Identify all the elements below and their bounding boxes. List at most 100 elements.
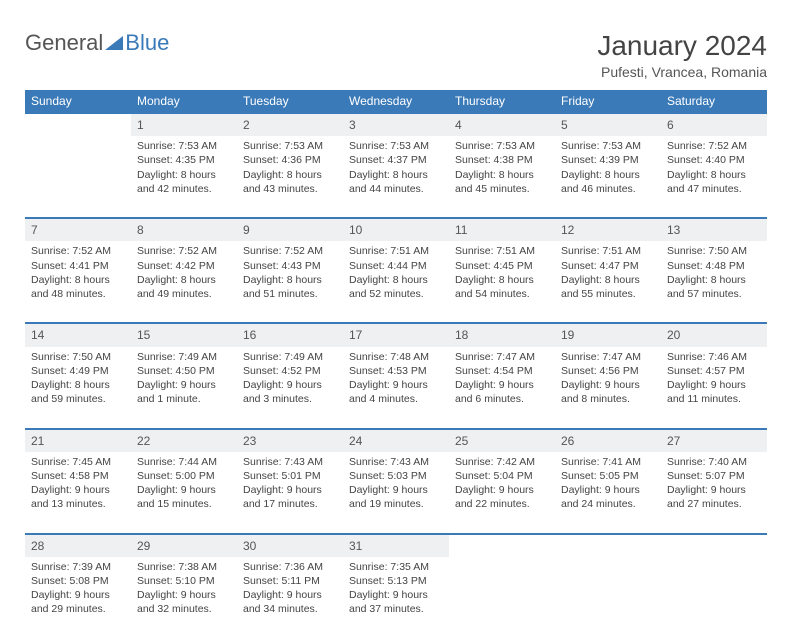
sunset-line: Sunset: 4:58 PM [31,469,125,483]
day-number: 2 [237,113,343,136]
sunrise-line: Sunrise: 7:44 AM [137,455,231,469]
daynum-row: 123456 [25,113,767,136]
content-row: Sunrise: 7:45 AMSunset: 4:58 PMDaylight:… [25,452,767,534]
day-number: 28 [25,534,131,557]
sunrise-line: Sunrise: 7:41 AM [561,455,655,469]
sunset-line: Sunset: 4:56 PM [561,364,655,378]
sunset-line: Sunset: 4:35 PM [137,153,231,167]
day-cell: Sunrise: 7:47 AMSunset: 4:56 PMDaylight:… [555,347,661,429]
day-number: 18 [449,323,555,346]
daylight-line: Daylight: 9 hours and 3 minutes. [243,378,337,406]
weekday-header: Thursday [449,90,555,113]
weekday-header: Friday [555,90,661,113]
sunset-line: Sunset: 5:07 PM [667,469,761,483]
logo-text-general: General [25,30,103,56]
day-cell: Sunrise: 7:51 AMSunset: 4:44 PMDaylight:… [343,241,449,323]
daylight-line: Daylight: 8 hours and 47 minutes. [667,168,761,196]
sunrise-line: Sunrise: 7:50 AM [31,350,125,364]
day-number: 16 [237,323,343,346]
day-cell: Sunrise: 7:53 AMSunset: 4:36 PMDaylight:… [237,136,343,218]
daylight-line: Daylight: 9 hours and 29 minutes. [31,588,125,616]
weekday-header: Saturday [661,90,767,113]
daynum-row: 14151617181920 [25,323,767,346]
day-number: 13 [661,218,767,241]
day-number [661,534,767,557]
header: General Blue January 2024 Pufesti, Vranc… [25,30,767,80]
day-number: 24 [343,429,449,452]
day-number: 14 [25,323,131,346]
day-cell: Sunrise: 7:41 AMSunset: 5:05 PMDaylight:… [555,452,661,534]
sunset-line: Sunset: 5:08 PM [31,574,125,588]
day-number: 19 [555,323,661,346]
day-number: 17 [343,323,449,346]
day-cell: Sunrise: 7:40 AMSunset: 5:07 PMDaylight:… [661,452,767,534]
sunrise-line: Sunrise: 7:40 AM [667,455,761,469]
day-cell [661,557,767,639]
sunrise-line: Sunrise: 7:35 AM [349,560,443,574]
day-number: 12 [555,218,661,241]
daylight-line: Daylight: 9 hours and 13 minutes. [31,483,125,511]
day-number: 25 [449,429,555,452]
daylight-line: Daylight: 9 hours and 11 minutes. [667,378,761,406]
daylight-line: Daylight: 9 hours and 4 minutes. [349,378,443,406]
sunset-line: Sunset: 5:03 PM [349,469,443,483]
day-number: 29 [131,534,237,557]
daylight-line: Daylight: 8 hours and 59 minutes. [31,378,125,406]
day-cell: Sunrise: 7:53 AMSunset: 4:38 PMDaylight:… [449,136,555,218]
sunset-line: Sunset: 4:57 PM [667,364,761,378]
sunset-line: Sunset: 5:01 PM [243,469,337,483]
day-cell: Sunrise: 7:36 AMSunset: 5:11 PMDaylight:… [237,557,343,639]
calendar-body: 123456 Sunrise: 7:53 AM Sunset: 4:35 PM Day… [25,113,767,639]
day-number: 23 [237,429,343,452]
day-number: 5 [555,113,661,136]
day-cell: Sunrise: 7:50 AMSunset: 4:49 PMDaylight:… [25,347,131,429]
sunrise-line: Sunrise: 7:53 AM [455,139,549,153]
day-number: 26 [555,429,661,452]
sunrise-line: Sunrise: 7:51 AM [455,244,549,258]
month-title: January 2024 [597,30,767,62]
content-row: Sunrise: 7:53 AM Sunset: 4:35 PM Daylight:… [25,136,767,218]
daylight-line: Daylight: 9 hours and 24 minutes. [561,483,655,511]
day-number: 3 [343,113,449,136]
daylight-line: Daylight: 9 hours and 17 minutes. [243,483,337,511]
day-cell [449,557,555,639]
sunrise-line: Sunrise: 7:50 AM [667,244,761,258]
sunset-line: Sunset: 4:42 PM [137,259,231,273]
day-number: 8 [131,218,237,241]
day-cell: Sunrise: 7:43 AMSunset: 5:03 PMDaylight:… [343,452,449,534]
sunrise-line: Sunrise: 7:51 AM [561,244,655,258]
sunrise-line: Sunrise: 7:36 AM [243,560,337,574]
day-cell: Sunrise: 7:44 AMSunset: 5:00 PMDaylight:… [131,452,237,534]
daynum-row: 78910111213 [25,218,767,241]
sunset-line: Sunset: 4:44 PM [349,259,443,273]
sunset-line: Sunset: 4:52 PM [243,364,337,378]
sunrise-line: Sunrise: 7:45 AM [31,455,125,469]
day-cell: Sunrise: 7:53 AMSunset: 4:37 PMDaylight:… [343,136,449,218]
sunrise-line: Sunrise: 7:43 AM [243,455,337,469]
day-cell: Sunrise: 7:47 AMSunset: 4:54 PMDaylight:… [449,347,555,429]
weekday-header: Monday [131,90,237,113]
sunrise-line: Sunrise: 7:53 AM [349,139,443,153]
sunset-line: Sunset: 5:04 PM [455,469,549,483]
weekday-header: Wednesday [343,90,449,113]
day-number: 30 [237,534,343,557]
day-cell: Sunrise: 7:49 AMSunset: 4:52 PMDaylight:… [237,347,343,429]
day-cell: Sunrise: 7:46 AMSunset: 4:57 PMDaylight:… [661,347,767,429]
sunrise-line: Sunrise: 7:46 AM [667,350,761,364]
day-cell: Sunrise: 7:51 AMSunset: 4:45 PMDaylight:… [449,241,555,323]
sunset-line: Sunset: 4:41 PM [31,259,125,273]
sunrise-line: Sunrise: 7:42 AM [455,455,549,469]
sunrise-line: Sunrise: 7:52 AM [31,244,125,258]
day-cell: Sunrise: 7:52 AMSunset: 4:43 PMDaylight:… [237,241,343,323]
daylight-line: Daylight: 8 hours and 55 minutes. [561,273,655,301]
sunrise-line: Sunrise: 7:49 AM [137,350,231,364]
daylight-line: Daylight: 9 hours and 37 minutes. [349,588,443,616]
daylight-line: Daylight: 9 hours and 15 minutes. [137,483,231,511]
day-cell: Sunrise: 7:43 AMSunset: 5:01 PMDaylight:… [237,452,343,534]
day-cell: Sunrise: 7:49 AMSunset: 4:50 PMDaylight:… [131,347,237,429]
daylight-line: Daylight: 9 hours and 32 minutes. [137,588,231,616]
sunset-line: Sunset: 5:00 PM [137,469,231,483]
daylight-line: Daylight: 9 hours and 34 minutes. [243,588,337,616]
sunset-line: Sunset: 4:54 PM [455,364,549,378]
sunrise-line: Sunrise: 7:51 AM [349,244,443,258]
